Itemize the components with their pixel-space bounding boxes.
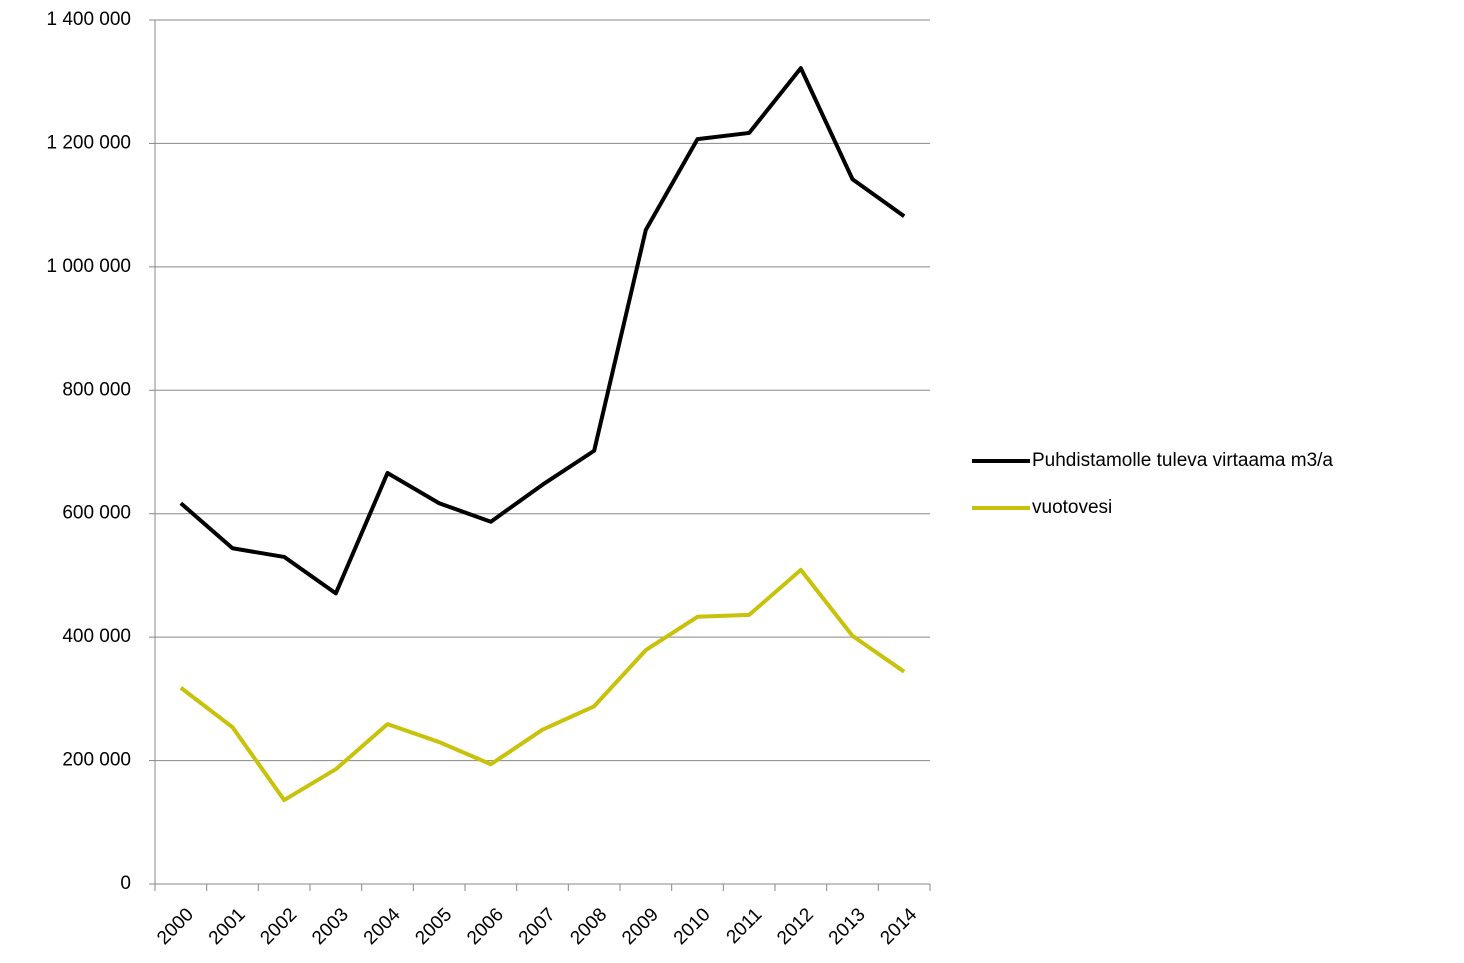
y-tick-label: 1 000 000 — [46, 256, 131, 277]
x-tick-label: 2000 — [153, 904, 198, 949]
x-tick-label: 2012 — [773, 904, 818, 949]
y-tick-label: 1 400 000 — [46, 9, 131, 30]
y-tick-label: 400 000 — [62, 626, 131, 647]
series-line — [179, 66, 906, 596]
series-line — [179, 567, 906, 803]
y-tick-label: 0 — [120, 873, 131, 894]
x-tick-label: 2001 — [205, 904, 250, 949]
y-tick-label: 1 200 000 — [46, 132, 131, 153]
x-tick-label: 2004 — [360, 904, 405, 949]
y-tick-label: 200 000 — [62, 750, 131, 771]
legend-label: vuotovesi — [1032, 497, 1112, 518]
x-tick-label: 2013 — [825, 904, 870, 949]
x-tick-label: 2007 — [515, 904, 560, 949]
x-tick-label: 2014 — [877, 904, 922, 949]
y-tick-label: 800 000 — [62, 379, 131, 400]
x-tick-label: 2010 — [670, 904, 715, 949]
x-tick-label: 2006 — [463, 904, 508, 949]
x-tick-label: 2009 — [618, 904, 663, 949]
x-tick-label: 2011 — [723, 904, 767, 948]
x-tick-label: 2003 — [308, 904, 353, 949]
x-tick-label: 2008 — [567, 904, 612, 949]
x-tick-label: 2005 — [412, 904, 457, 949]
legend-label: Puhdistamolle tuleva virtaama m3/a — [1032, 450, 1333, 471]
x-tick-label: 2002 — [257, 904, 302, 949]
y-tick-label: 600 000 — [62, 503, 131, 524]
